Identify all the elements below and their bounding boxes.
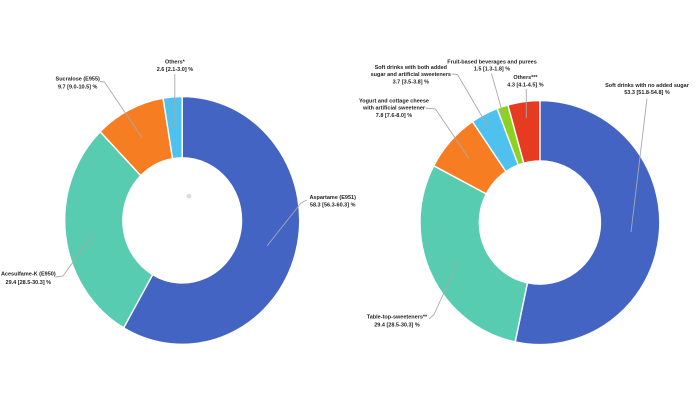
svg-text:Sucralose (E955): Sucralose (E955) — [56, 76, 100, 82]
svg-text:3.7 [3.5-3.8] %: 3.7 [3.5-3.8] % — [393, 80, 429, 86]
svg-text:29.4 [28.5-30.3] %: 29.4 [28.5-30.3] % — [6, 280, 52, 286]
svg-text:with artificial sweetener: with artificial sweetener — [362, 106, 426, 112]
svg-text:Others*: Others* — [165, 59, 186, 65]
svg-text:4.3 [4.1-4.5] %: 4.3 [4.1-4.5] % — [507, 82, 543, 88]
svg-text:Others***: Others*** — [513, 75, 538, 81]
svg-text:7.8 [7.6-8.0] %: 7.8 [7.6-8.0] % — [376, 113, 412, 119]
svg-text:1.5 [1.3-1.8] %: 1.5 [1.3-1.8] % — [474, 66, 510, 72]
svg-text:sugar and artificial sweetener: sugar and artificial sweeteners — [371, 72, 451, 78]
svg-text:Fruit-based beverages and pure: Fruit-based beverages and purees — [447, 60, 537, 66]
svg-text:Soft drinks with both added: Soft drinks with both added — [375, 65, 447, 71]
svg-text:Yogurt and cottage cheese: Yogurt and cottage cheese — [359, 98, 429, 104]
svg-text:9.7 [9.0-10.5] %: 9.7 [9.0-10.5] % — [58, 84, 98, 90]
svg-text:Table-top-sweeteners**: Table-top-sweeteners** — [367, 315, 428, 321]
svg-text:Acesulfame-K (E950): Acesulfame-K (E950) — [1, 272, 56, 278]
svg-text:2.6 [2.1-3.0] %: 2.6 [2.1-3.0] % — [157, 67, 193, 73]
svg-text:53.3 [51.8-54.8] %: 53.3 [51.8-54.8] % — [624, 90, 670, 96]
svg-text:58.3 [56.3-60.3] %: 58.3 [56.3-60.3] % — [310, 202, 356, 208]
svg-text:29.4 [28.5-30.3] %: 29.4 [28.5-30.3] % — [374, 323, 420, 329]
svg-text:Soft drinks with no added suga: Soft drinks with no added sugar — [605, 83, 690, 89]
svg-text:Aspartame (E951): Aspartame (E951) — [309, 195, 356, 201]
